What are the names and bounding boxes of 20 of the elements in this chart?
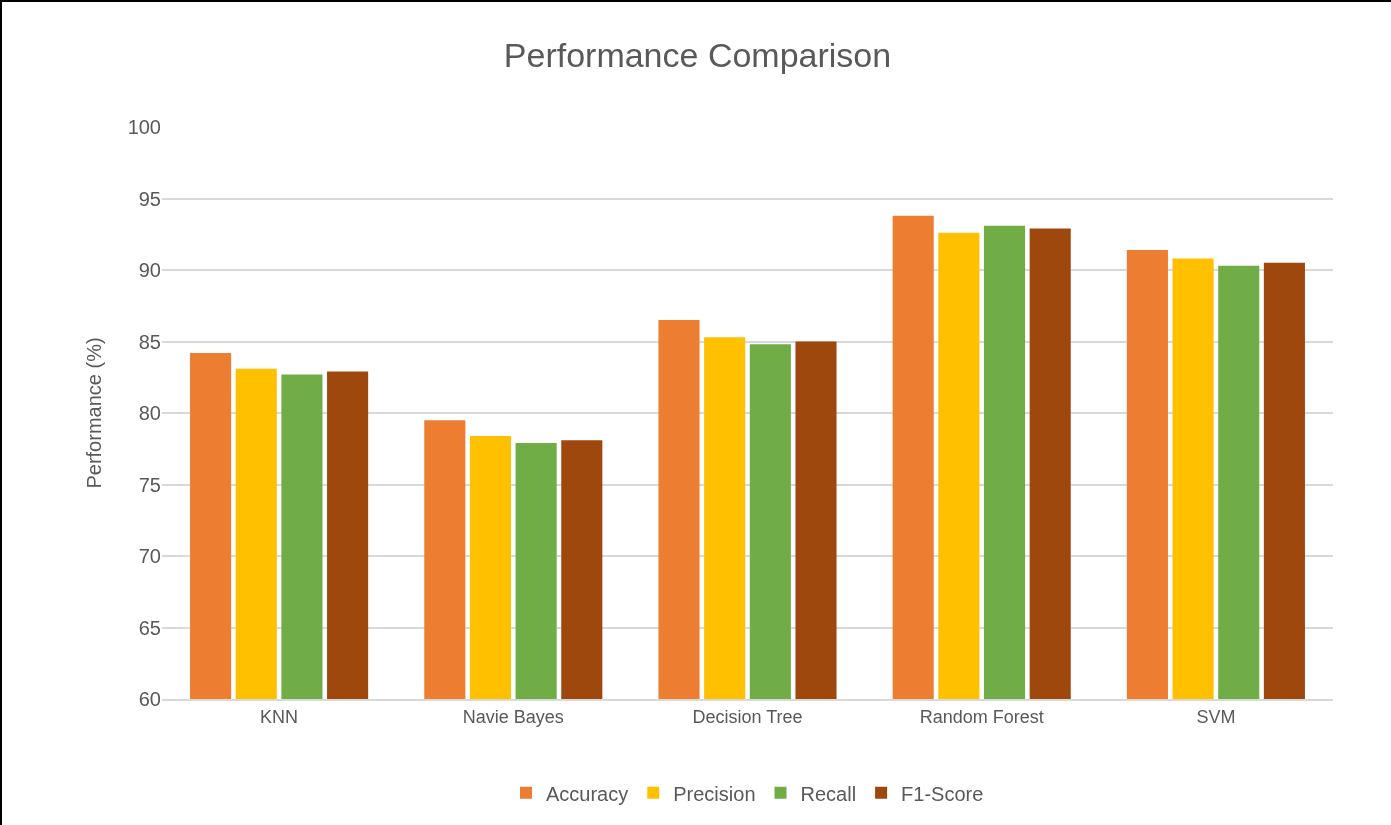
y-tick-label: 80 [138,402,161,424]
legend-label: Recall [800,782,857,805]
y-tick-label: 95 [138,187,161,210]
legend-label: F1-Score [901,782,984,805]
y-tick-label: 85 [138,330,161,353]
x-tick-label: Navie Bayes [462,706,564,727]
legend-label: Precision [673,782,756,805]
y-tick-label: 75 [138,473,161,496]
x-tick-label: Random Forest [919,706,1044,727]
y-tick-label: 90 [138,259,161,281]
x-tick-label: SVM [1196,706,1236,727]
y-tick-label: 70 [138,545,161,567]
chart-title: Performance Comparison [503,36,892,75]
x-tick-label: KNN [260,706,299,727]
x-tick-label: Decision Tree [692,706,803,727]
y-tick-label: 100 [127,116,161,138]
y-axis-title: Performance (%) [83,337,106,489]
y-tick-label: 65 [138,616,161,639]
y-tick-label: 60 [138,688,161,710]
legend-label: Accuracy [546,782,629,805]
